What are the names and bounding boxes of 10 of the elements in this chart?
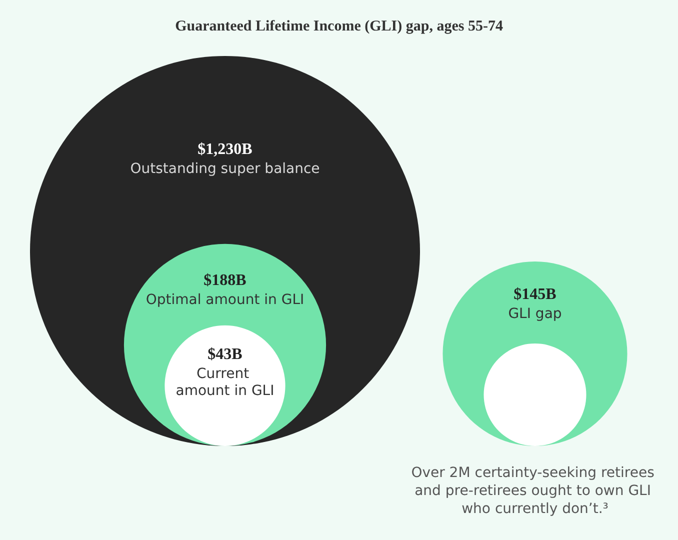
- text: Guaranteed Lifetime Income (GLI) gap, ages 55-74: [175, 18, 504, 34]
- category-label: Outstanding super balance: [130, 161, 320, 178]
- data-label: $145B: [514, 286, 557, 304]
- data-label: $43B: [208, 346, 243, 363]
- text: Over 2M certainty-seeking retirees and pre-retirees ought to own GLI who currently don’t.³: [411, 465, 659, 517]
- category-label: Optimal amount in GLI: [146, 292, 304, 308]
- data-label: $1,230B: [198, 141, 253, 158]
- category-label: Current amount in GLI: [176, 366, 274, 399]
- category-label: GLI gap: [508, 306, 562, 322]
- data-label: $188B: [204, 272, 247, 289]
